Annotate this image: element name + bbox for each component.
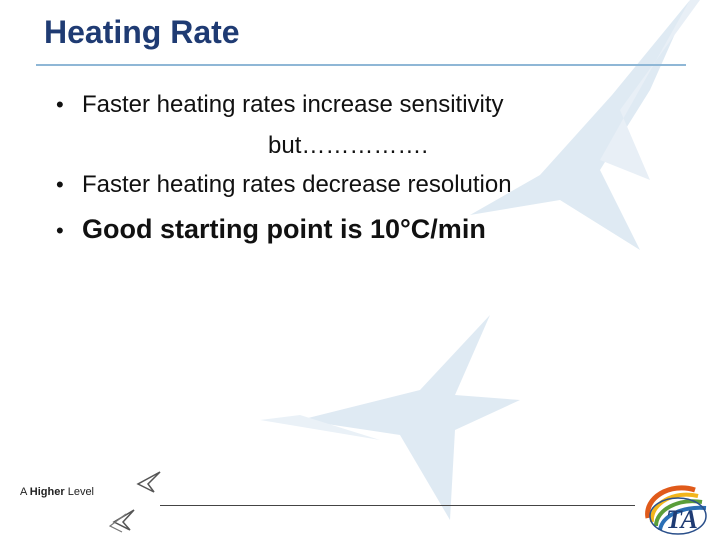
- bullet-item-3: Good starting point is 10°C/min: [82, 214, 486, 244]
- bullet-item-2: Faster heating rates decrease resolution: [82, 171, 512, 198]
- title-divider: [36, 64, 686, 66]
- tagline-word: Level: [67, 486, 94, 498]
- arrow-swoosh-icon: [136, 471, 161, 493]
- ta-globe-logo: TA: [645, 485, 707, 535]
- tagline: A Higher Level: [20, 486, 94, 498]
- slide-title: Heating Rate: [44, 14, 240, 50]
- bullet-dot-icon: •: [56, 172, 64, 197]
- bullet-dot-icon: •: [56, 92, 64, 117]
- double-arrow-swoosh-icon: [108, 509, 135, 533]
- tagline-word-bold: Higher: [29, 486, 65, 498]
- bullet-item-1: Faster heating rates increase sensitivit…: [82, 91, 504, 118]
- footer-divider: [160, 505, 635, 506]
- tagline-word: A: [20, 486, 27, 498]
- bullet-dot-icon: •: [56, 218, 64, 243]
- bullet-continuation: but…………….: [268, 132, 429, 159]
- logo-text: TA: [666, 505, 698, 534]
